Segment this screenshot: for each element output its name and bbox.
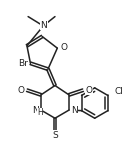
Text: S: S <box>52 131 58 140</box>
Text: O: O <box>17 86 24 95</box>
Text: O: O <box>60 43 67 52</box>
Text: N: N <box>40 21 47 30</box>
Text: Br: Br <box>18 59 27 68</box>
Text: H: H <box>37 109 43 118</box>
Text: N: N <box>32 106 39 115</box>
Text: N: N <box>71 106 78 115</box>
Text: Cl: Cl <box>114 88 123 96</box>
Text: O: O <box>86 86 93 95</box>
